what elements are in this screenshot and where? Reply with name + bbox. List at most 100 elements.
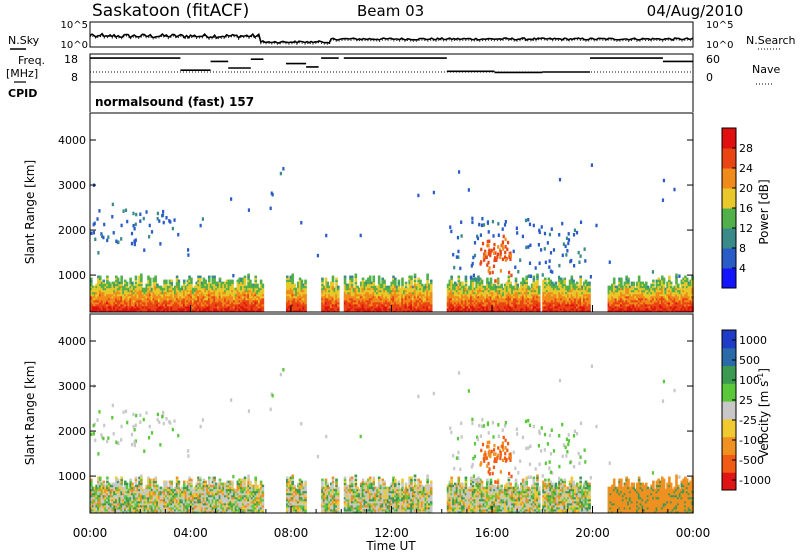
power-cell (220, 307, 224, 311)
power-cell (464, 295, 468, 299)
power-cell (653, 295, 657, 299)
power-cell (127, 291, 131, 295)
power-cell (544, 281, 547, 285)
power-cell (109, 293, 113, 297)
power-cell (568, 283, 572, 287)
power-cell (653, 307, 657, 311)
power-cell (324, 309, 328, 313)
power-cell (544, 305, 547, 309)
power-cell (623, 297, 627, 301)
power-cell (285, 309, 289, 313)
power-cell (170, 287, 174, 291)
power-cell (385, 301, 388, 305)
power-cell (586, 307, 590, 311)
power-cell (630, 293, 634, 297)
power-cell (138, 293, 141, 297)
power-cell (579, 295, 582, 299)
power-cell (259, 301, 263, 305)
power-scatter-cell (432, 190, 435, 195)
power-cell (584, 283, 588, 287)
power-cell (95, 291, 98, 295)
power-cell (676, 283, 680, 287)
power-cell (216, 291, 220, 295)
power-cell (240, 291, 243, 295)
power-cell (450, 281, 453, 285)
power-cell (545, 309, 549, 313)
power-cell (529, 291, 532, 295)
power-cell (623, 299, 627, 303)
power-cell (225, 279, 229, 283)
power-cell (287, 287, 291, 291)
power-cell (91, 297, 95, 301)
power-cell (186, 279, 190, 283)
velocity-cell (102, 480, 106, 484)
power-cell (258, 297, 261, 301)
power-cell (238, 305, 241, 309)
power-cell (381, 281, 385, 285)
power-cell (558, 309, 561, 313)
power-cell (90, 307, 93, 311)
power-cell (252, 291, 256, 295)
power-cell (184, 309, 188, 313)
power-cell (293, 285, 296, 289)
power-cell (559, 297, 563, 301)
power-cell (570, 309, 574, 313)
power-cell (97, 277, 100, 281)
power-cell (204, 285, 207, 289)
power-cell (250, 303, 254, 307)
power-cell (361, 295, 365, 299)
power-cell (394, 295, 397, 299)
power-cell (461, 305, 464, 309)
power-cell (428, 299, 431, 303)
power-cell (247, 275, 250, 279)
power-cell (632, 291, 636, 295)
power-cell (91, 299, 95, 303)
power-cell (326, 293, 330, 297)
power-cell (331, 281, 335, 285)
power-cell (381, 287, 385, 291)
power-cell (588, 303, 591, 307)
power-cell (487, 287, 491, 291)
power-cell (500, 297, 504, 301)
power-cell (236, 283, 240, 287)
power-cell (410, 297, 413, 301)
power-cell (188, 303, 191, 307)
power-cell (579, 277, 582, 281)
power-cell (559, 305, 563, 309)
power-cell (392, 279, 395, 283)
power-cell (643, 283, 646, 287)
power-cell (586, 305, 590, 309)
power-cell (95, 293, 98, 297)
power-cell (397, 307, 401, 311)
power-cell (655, 295, 659, 299)
power-cell (426, 273, 429, 277)
power-scatter-cell (548, 265, 551, 269)
power-cell (628, 285, 632, 289)
power-cell (657, 299, 661, 303)
power-cell (365, 303, 368, 307)
power-cell (565, 307, 568, 311)
power-cell (129, 295, 132, 299)
power-cell (477, 305, 480, 309)
power-cell (426, 299, 429, 303)
power-cell (394, 293, 397, 297)
power-cell (568, 291, 572, 295)
power-cell (392, 303, 395, 307)
power-cell (331, 293, 335, 297)
power-cell (426, 281, 429, 285)
power-cell (648, 287, 652, 291)
power-cell (127, 299, 131, 303)
power-cell (507, 303, 511, 307)
power-cell (650, 295, 653, 299)
power-cell (544, 301, 547, 305)
power-cell (401, 277, 404, 281)
power-cell (302, 295, 306, 299)
power-cell (243, 303, 247, 307)
power-cell (668, 301, 671, 305)
power-cell (486, 277, 489, 281)
power-cell (521, 299, 525, 303)
power-cell (115, 289, 118, 293)
power-cell (368, 279, 372, 283)
power-cell (111, 285, 115, 289)
power-cell (104, 307, 107, 311)
